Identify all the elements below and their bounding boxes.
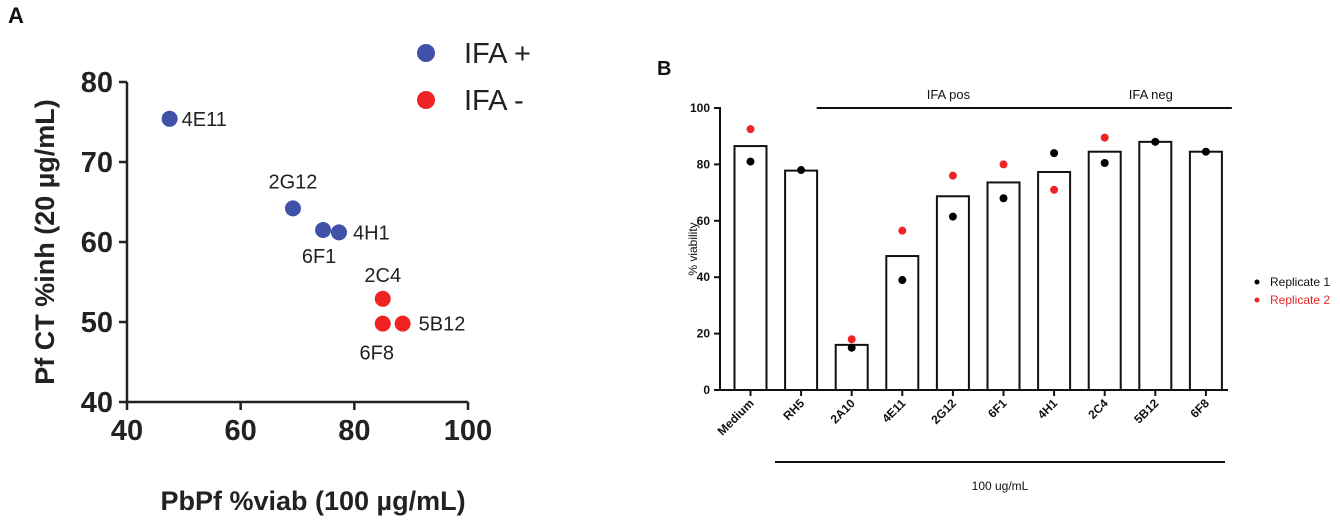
bar-x-tick-label: 2G12 <box>928 396 959 427</box>
replicate-point <box>999 160 1008 169</box>
bar-x-tick-label: 2C4 <box>1085 396 1111 422</box>
bar-y-tick-label: 40 <box>697 270 711 284</box>
scatter-x-axis-label: PbPf %viab (100 µg/mL) <box>160 486 465 516</box>
replicate-point <box>1100 158 1109 167</box>
replicate-points <box>746 125 1210 352</box>
scatter-point <box>394 315 411 332</box>
bar <box>834 343 869 392</box>
group-bracket-label: IFA neg <box>1129 87 1173 102</box>
scatter-points: 4E11 2G12 6F1 4H1 2C4 6F8 5B12 <box>161 109 466 365</box>
replicate-point <box>847 335 856 344</box>
scatter-point <box>161 110 178 127</box>
scatter-y-tick-label: 80 <box>81 67 113 99</box>
legend-label: IFA - <box>464 85 524 117</box>
replicate-point <box>746 157 755 166</box>
bar-legend: Replicate 1 Replicate 2 <box>1254 275 1330 307</box>
scatter-point-label: 4E11 <box>182 109 227 131</box>
replicate-point <box>898 226 907 235</box>
scatter-x-tick-label: 40 <box>111 415 143 447</box>
bar-y-tick-label: 80 <box>697 157 711 171</box>
scatter-y-tick-label: 60 <box>81 227 113 259</box>
replicate-point <box>797 166 806 175</box>
replicate-point <box>1100 133 1109 142</box>
bar-y-tick-label: 0 <box>703 383 710 397</box>
replicate-point <box>948 171 957 180</box>
scatter-point-label: 2G12 <box>268 171 317 193</box>
bar <box>935 195 970 391</box>
group-brackets: IFA pos IFA neg <box>816 87 1232 109</box>
legend-marker <box>1254 297 1260 303</box>
legend-label: Replicate 1 <box>1270 275 1330 289</box>
panel-b-label: B <box>657 58 671 80</box>
bar-y-tick-label: 100 <box>690 101 710 115</box>
scatter-x-tick-label: 80 <box>338 415 370 447</box>
scatter-point <box>374 315 391 332</box>
replicate-point <box>1201 147 1210 156</box>
replicate-point <box>1050 185 1059 194</box>
group-bracket-label: IFA pos <box>927 87 971 102</box>
bar-y-axis-label: % viability <box>686 222 700 275</box>
bar-x-tick-label: 6F8 <box>1187 396 1212 421</box>
legend-label: Replicate 2 <box>1270 293 1330 307</box>
scatter-x-tick-label: 60 <box>225 415 257 447</box>
scatter-point-label: 4H1 <box>353 222 390 244</box>
bar-axes <box>719 107 1228 391</box>
legend-label: IFA + <box>464 38 531 70</box>
scatter-point-label: 2C4 <box>364 265 401 287</box>
replicate-point <box>847 343 856 352</box>
scatter-axes <box>125 82 468 404</box>
bar-x-tick-label: 4H1 <box>1035 396 1061 422</box>
bar <box>1138 140 1173 391</box>
bar-y-tick-label: 60 <box>697 214 711 228</box>
replicate-point <box>746 125 755 134</box>
replicate-point <box>999 194 1008 203</box>
scatter-point-label: 6F8 <box>360 343 394 365</box>
scatter-y-axis-label: Pf CT %inh (20 µg/mL) <box>30 99 60 385</box>
scatter-chart: 40 60 80 100 40 50 60 70 80 4E11 2G12 6F1 4H1 2C4 6F8… <box>30 38 531 516</box>
scatter-x-tick-label: 100 <box>444 415 492 447</box>
bar-y-tick-label: 20 <box>697 327 711 341</box>
bar-x-tick-label: Medium <box>715 396 757 438</box>
bar <box>733 145 768 391</box>
scatter-point <box>330 224 347 241</box>
bar <box>1188 150 1223 391</box>
bar-x-tick-label: 5B12 <box>1131 396 1161 426</box>
bar-x-tick-label: 4E11 <box>879 396 908 425</box>
bar-chart: 0 20 40 60 80 100 Medium RH5 2A10 4E11 2G12 6F1 4H1 2… <box>686 87 1330 493</box>
scatter-point <box>315 222 332 238</box>
bar <box>1087 150 1122 391</box>
scatter-ticks: 40 60 80 100 40 50 60 70 80 <box>81 67 492 447</box>
replicate-point <box>1151 137 1160 146</box>
scatter-point-label: 6F1 <box>302 246 336 268</box>
replicate-point <box>1050 149 1059 158</box>
scatter-point <box>284 200 301 217</box>
replicate-point <box>898 276 907 285</box>
bar <box>1037 171 1072 391</box>
scatter-legend: IFA + IFA - <box>417 38 531 117</box>
legend-marker <box>417 91 435 109</box>
bar <box>986 181 1021 391</box>
panel-a-label: A <box>8 3 24 28</box>
bar-x-tick-label: RH5 <box>780 396 807 423</box>
scatter-point <box>374 290 391 307</box>
scatter-y-tick-label: 70 <box>81 147 113 179</box>
bar-x-tick-label: 6F1 <box>985 396 1010 421</box>
replicate-point <box>948 212 957 221</box>
bar-x-tick-label: 2A10 <box>828 396 858 426</box>
concentration-label: 100 ug/mL <box>972 479 1029 493</box>
bar <box>784 169 819 391</box>
legend-marker <box>417 44 435 62</box>
legend-marker <box>1254 279 1260 285</box>
scatter-y-tick-label: 40 <box>81 387 113 419</box>
scatter-y-tick-label: 50 <box>81 307 113 339</box>
scatter-point-label: 5B12 <box>419 314 466 336</box>
bar-series <box>733 140 1223 392</box>
